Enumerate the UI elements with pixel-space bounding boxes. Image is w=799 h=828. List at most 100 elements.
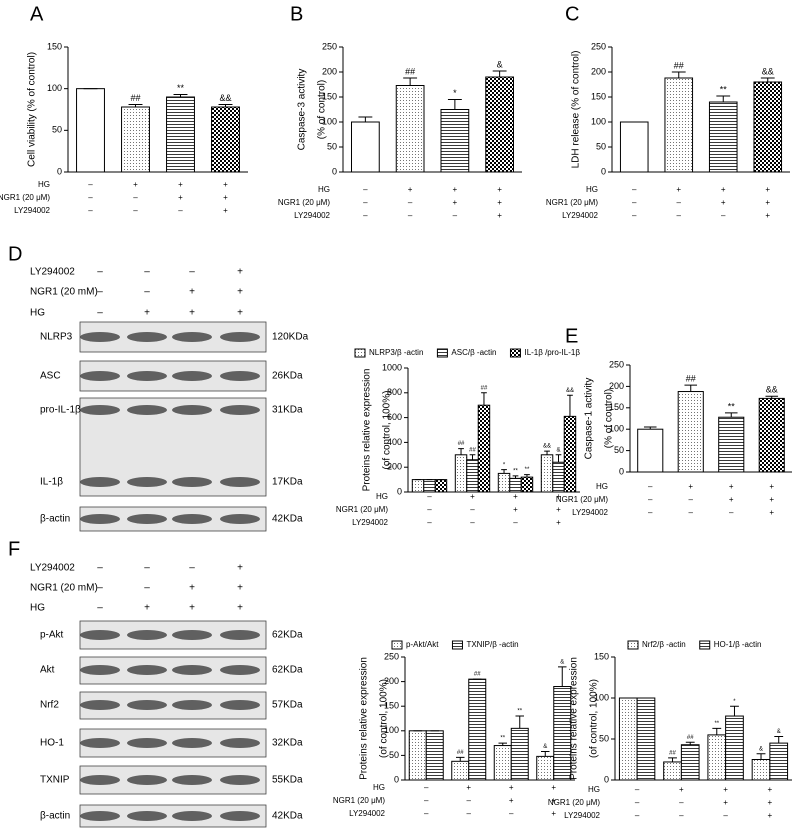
y-tick-label: 50 [327,141,337,151]
condition-sign: – [689,495,694,504]
error-bar [524,474,530,478]
y-axis-label: (of control, 100%) [589,679,600,758]
blot-band [220,332,260,342]
condition-sign: – [648,508,653,517]
y-tick-label: 0 [601,166,606,176]
blot-band [220,514,260,524]
error-bar [128,104,143,107]
condition-sign: – [97,287,103,298]
condition-sign: – [723,811,728,820]
band-label: ASC [40,371,61,382]
blot-band [172,477,212,487]
blot-band [172,811,212,821]
condition-sign: – [632,198,637,207]
condition-label: LY294002 [572,508,608,517]
band-size: 57KDa [272,700,303,711]
y-axis-label: (% of control) [604,389,615,448]
condition-sign: + [556,492,561,501]
blot-band [127,371,167,381]
band-label: pro-IL-1β [40,405,81,416]
blot-band [127,477,167,487]
condition-sign: – [648,495,653,504]
condition-sign: – [363,198,368,207]
condition-label: NGR1 (20 μM) [546,198,599,207]
legend-swatch [451,640,463,650]
significance-label: ## [457,750,464,756]
condition-sign: – [424,809,429,818]
condition-sign: + [729,482,734,491]
blot-band [80,477,120,487]
condition-label: HG [373,783,385,792]
bar [76,88,105,173]
condition-sign: + [237,287,243,298]
significance-label: && [766,385,778,395]
bar [485,76,514,173]
condition-label: LY294002 [352,518,388,527]
error-bar [760,77,775,82]
condition-sign: + [189,583,195,594]
condition-sign: – [632,185,637,194]
condition-label: NGR1 (20 μM) [336,505,389,514]
bar [468,678,487,781]
y-axis-label: Proteins relative expression [569,657,580,780]
significance-label: && [543,444,551,450]
condition-sign: + [178,180,183,189]
blot-band [80,775,120,785]
y-axis-label: Proteins relative expression [362,369,373,492]
error-bar [567,394,573,417]
significance-label: ## [130,93,140,103]
significance-label: * [503,462,506,468]
legend-label: ASC/β -actin [451,348,496,357]
significance-label: * [733,699,736,705]
condition-label: NGR1 (20 μM) [278,198,331,207]
condition-label: LY294002 [30,563,75,574]
blot-band [80,738,120,748]
significance-label: ## [474,672,481,678]
blot-band [127,665,167,675]
condition-sign: – [144,583,150,594]
condition-sign: – [648,482,653,491]
legend-swatch [509,348,521,358]
panel-letter: C [565,3,579,25]
condition-sign: – [509,809,514,818]
y-axis-label: Proteins relative expression [359,657,370,780]
condition-sign: + [237,308,243,319]
error-bar [712,727,722,735]
band-size: 42KDa [272,811,303,822]
condition-sign: – [689,508,694,517]
condition-sign: – [679,811,684,820]
condition-sign: + [723,785,728,794]
blot-band [127,332,167,342]
error-bar [684,384,698,392]
y-tick-label: 200 [387,462,402,472]
blot-band [220,775,260,785]
condition-sign: – [513,518,518,527]
y-tick-label: 100 [384,725,399,735]
condition-sign: + [509,783,514,792]
blot-band [220,811,260,821]
significance-label: ** [728,401,736,411]
condition-label: LY294002 [349,809,385,818]
blot-band [220,700,260,710]
band-size: 62KDa [272,665,303,676]
blot-band [127,811,167,821]
bar [451,760,470,781]
condition-sign: – [635,785,640,794]
condition-label: LY294002 [564,811,600,820]
blot-band [220,477,260,487]
condition-sign: + [237,603,243,614]
y-tick-label: 150 [594,651,609,661]
bar [493,745,512,781]
significance-label: & [543,744,547,750]
condition-sign: + [721,198,726,207]
condition-sign: – [424,783,429,792]
band-size: 42KDa [272,514,303,525]
condition-sign: + [470,492,475,501]
blot-band [127,405,167,415]
condition-sign: + [676,185,681,194]
condition-sign: + [721,185,726,194]
significance-label: ** [720,84,728,94]
y-tick-label: 100 [591,116,606,126]
blot-band [220,738,260,748]
band-label: Nrf2 [40,700,59,711]
